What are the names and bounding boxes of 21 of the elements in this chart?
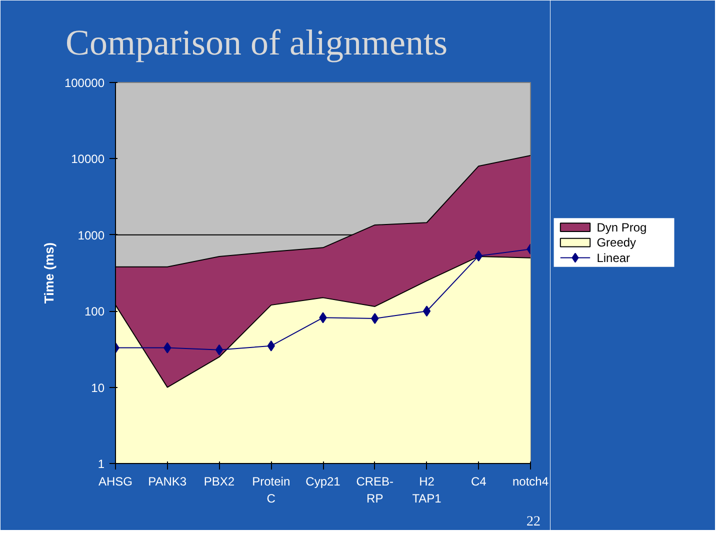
y-axis-title: Time (ms) <box>41 242 56 304</box>
legend-label: Dyn Prog <box>596 220 647 234</box>
y-tick-label: 1 <box>98 457 105 471</box>
x-tick-label: notch4 <box>512 474 549 488</box>
x-tick-label: Protein C <box>252 474 290 506</box>
chart-title: Comparison of alignments <box>66 22 448 62</box>
x-tick-label: CREB- RP <box>356 474 394 506</box>
y-tick-label: 10000 <box>71 152 105 166</box>
y-tick-label: 100000 <box>64 76 105 90</box>
text: 22 <box>526 514 540 530</box>
legend-label: Linear <box>596 250 630 265</box>
y-tick-label: 100 <box>84 304 105 319</box>
x-tick-label: PANK3 <box>148 474 187 488</box>
x-tick-label: H2 TAP1 <box>412 474 442 506</box>
x-tick-label: PBX2 <box>204 474 235 488</box>
x-tick-label: AHSG <box>98 474 133 488</box>
x-tick-label: C4 <box>470 474 487 488</box>
y-tick-label: 1000 <box>78 228 105 242</box>
x-tick-label: Cyp21 <box>306 474 341 488</box>
y-tick-label: 10 <box>91 380 105 395</box>
legend-label: Greedy <box>596 236 636 250</box>
